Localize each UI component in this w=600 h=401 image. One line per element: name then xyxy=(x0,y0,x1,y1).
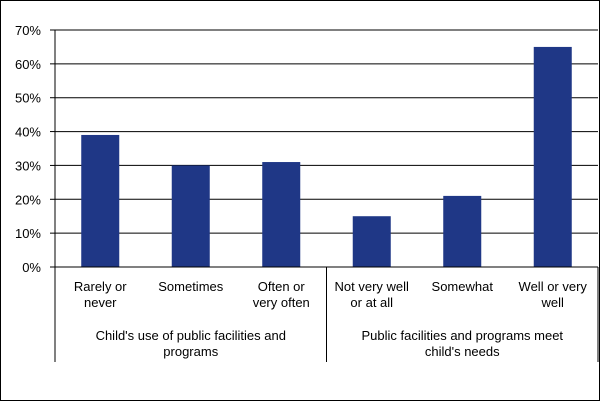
x-category-label: Rarely or never xyxy=(74,279,127,310)
y-axis-ticks: 0% 10% 20% 30% 40% 50% 60% 70% xyxy=(15,23,41,275)
x-group-label: Public facilities and programs meet child… xyxy=(361,328,563,359)
x-axis-group-labels: Child's use of public facilities and prog… xyxy=(96,328,564,359)
y-tick-label: 50% xyxy=(15,91,41,106)
bar xyxy=(171,165,210,267)
x-group-label: Child's use of public facilities and prog… xyxy=(96,328,286,359)
axes xyxy=(50,29,599,362)
y-tick-label: 70% xyxy=(15,23,41,38)
y-tick-label: 40% xyxy=(15,125,41,140)
bar-series xyxy=(81,46,572,267)
y-tick-label: 30% xyxy=(15,158,41,173)
y-tick-label: 10% xyxy=(15,226,41,241)
y-tick-label: 0% xyxy=(22,260,41,275)
bar xyxy=(262,162,301,267)
bar xyxy=(533,46,572,267)
bar xyxy=(352,216,391,267)
x-category-label: Sometimes xyxy=(158,279,224,294)
x-category-label: Somewhat xyxy=(432,279,494,294)
x-category-label: Not very well or at all xyxy=(335,279,410,310)
x-axis-category-labels: Rarely or never Sometimes Often or very ofte… xyxy=(74,279,588,310)
y-tick-label: 60% xyxy=(15,57,41,72)
x-category-label: Often or very often xyxy=(253,279,310,310)
bar xyxy=(443,195,482,267)
y-tick-label: 20% xyxy=(15,192,41,207)
x-category-label: Well or very well xyxy=(519,279,588,310)
bar xyxy=(81,134,120,267)
